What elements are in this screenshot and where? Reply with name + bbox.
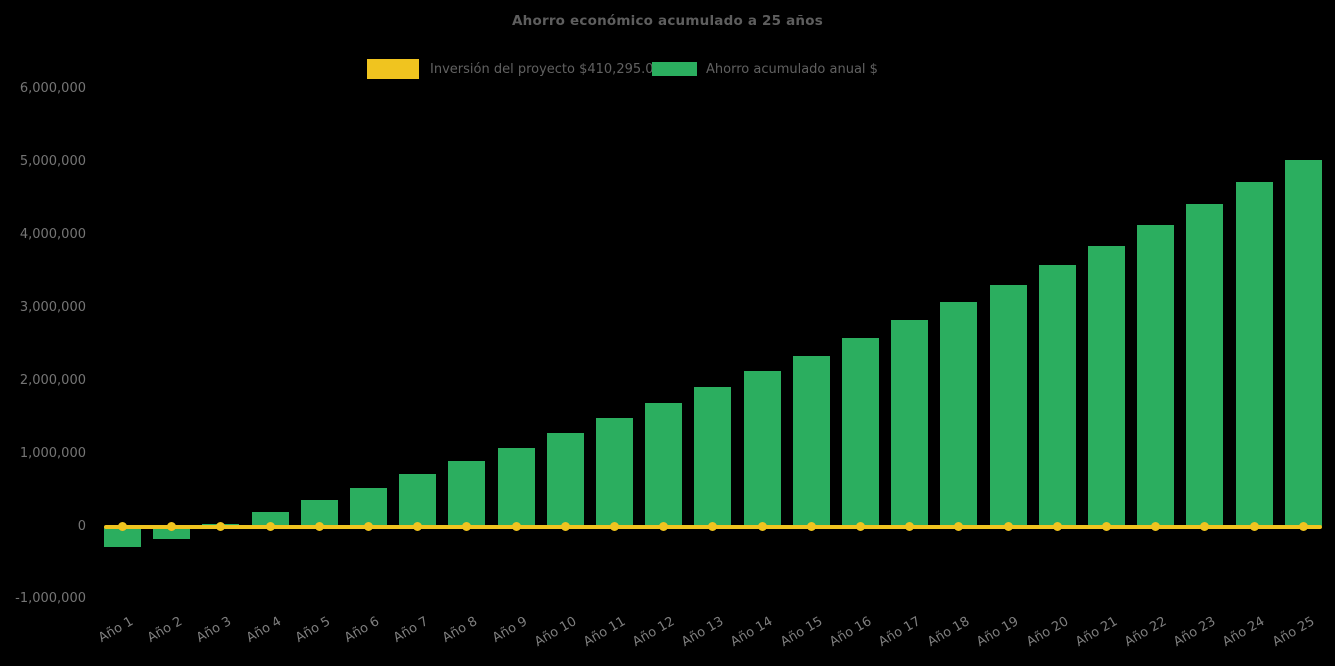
investment-marker-year-3[interactable] — [216, 522, 226, 531]
x-axis-label-year-15: Año 15 — [777, 614, 825, 650]
savings-bar-year-9[interactable] — [497, 448, 535, 527]
savings-bar-year-11[interactable] — [596, 418, 633, 527]
savings-bar-year-15[interactable] — [792, 355, 830, 527]
savings-bar-year-2[interactable] — [153, 526, 191, 539]
investment-marker-year-17[interactable] — [905, 522, 915, 531]
savings-bar-year-16[interactable] — [842, 338, 879, 527]
y-axis-label-5,000,000: 5,000,000 — [19, 154, 86, 169]
investment-marker-year-23[interactable] — [1200, 522, 1210, 531]
x-axis-label-year-25: Año 25 — [1269, 614, 1317, 650]
x-axis-label-year-3: Año 3 — [194, 614, 235, 646]
investment-marker-year-13[interactable] — [708, 522, 718, 531]
investment-marker-year-18[interactable] — [954, 522, 964, 531]
investment-marker-year-19[interactable] — [1003, 522, 1013, 531]
investment-marker-year-9[interactable] — [511, 522, 521, 531]
y-axis-label-0: 0 — [77, 518, 86, 534]
x-axis-label-year-5: Año 5 — [292, 614, 333, 646]
x-axis-label-year-19: Año 19 — [974, 614, 1022, 650]
x-axis-label-year-24: Año 24 — [1220, 614, 1268, 650]
savings-bar-year-21[interactable] — [1088, 245, 1125, 527]
savings-bar-year-6[interactable] — [350, 487, 387, 527]
savings-bar-year-10[interactable] — [546, 432, 584, 527]
investment-marker-year-14[interactable] — [757, 522, 767, 531]
x-axis-label-year-22: Año 22 — [1122, 614, 1170, 650]
investment-marker-year-2[interactable] — [167, 522, 177, 531]
investment-marker-year-1[interactable] — [118, 522, 127, 531]
y-axis-label-1,000,000: 1,000,000 — [19, 445, 86, 461]
investment-marker-year-7[interactable] — [413, 522, 423, 531]
investment-marker-year-16[interactable] — [856, 522, 865, 531]
x-axis-label-year-4: Año 4 — [243, 614, 284, 646]
investment-marker-year-4[interactable] — [265, 522, 275, 531]
y-axis-label-6,000,000: 6,000,000 — [19, 81, 86, 97]
savings-bar-year-13[interactable] — [694, 387, 732, 527]
savings-bar-year-1[interactable] — [104, 526, 141, 547]
x-axis-label-year-8: Año 8 — [440, 614, 481, 646]
x-axis-label-year-12: Año 12 — [630, 614, 678, 650]
x-axis-label-year-21: Año 21 — [1072, 614, 1120, 650]
savings-bar-year-19[interactable] — [989, 284, 1027, 527]
legend-label-savings: Ahorro acumulado anual $ — [706, 61, 878, 77]
y-axis-label-4,000,000: 4,000,000 — [19, 226, 86, 242]
x-axis-label-year-16: Año 16 — [826, 614, 874, 650]
x-axis-label-year-13: Año 13 — [679, 614, 727, 650]
investment-line-swatch — [367, 59, 419, 79]
savings-bar-year-8[interactable] — [448, 460, 486, 527]
x-axis-label-year-9: Año 9 — [489, 614, 530, 646]
investment-marker-year-5[interactable] — [314, 522, 324, 531]
savings-bar-year-4[interactable] — [251, 511, 289, 527]
x-axis-label-year-7: Año 7 — [391, 614, 432, 646]
chart-title: Ahorro económico acumulado a 25 años — [512, 13, 823, 29]
savings-bar-year-14[interactable] — [743, 370, 781, 527]
x-axis-label-year-18: Año 18 — [925, 614, 973, 650]
investment-marker-year-21[interactable] — [1102, 522, 1111, 531]
savings-bar-year-25[interactable] — [1284, 160, 1322, 527]
savings-bar-year-12[interactable] — [645, 402, 683, 527]
x-axis-label-year-11: Año 11 — [580, 614, 628, 650]
x-axis-label-year-1: Año 1 — [96, 614, 136, 646]
y-axis-label--1,000,000: -1,000,000 — [15, 591, 86, 607]
savings-bar-year-24[interactable] — [1235, 181, 1273, 527]
x-axis-label-year-10: Año 10 — [531, 614, 579, 650]
legend-item-investment[interactable]: Inversión del proyecto $410,295.00 — [367, 57, 662, 81]
investment-marker-year-10[interactable] — [560, 522, 570, 531]
legend-label-investment: Inversión del proyecto $410,295.00 — [430, 61, 662, 77]
savings-bar-year-22[interactable] — [1137, 225, 1175, 527]
y-axis-label-2,000,000: 2,000,000 — [19, 372, 86, 388]
investment-marker-year-25[interactable] — [1298, 522, 1308, 531]
x-axis-label-year-6: Año 6 — [342, 614, 382, 646]
investment-marker-year-15[interactable] — [806, 522, 816, 531]
savings-bar-year-18[interactable] — [940, 301, 978, 527]
investment-marker-year-12[interactable] — [659, 522, 669, 531]
savings-bar-year-20[interactable] — [1038, 265, 1076, 527]
investment-marker-year-20[interactable] — [1052, 522, 1062, 531]
chart-legend: Inversión del proyecto $410,295.00 Ahorr… — [367, 57, 887, 81]
investment-marker-year-11[interactable] — [610, 522, 619, 531]
x-axis-label-year-23: Año 23 — [1171, 614, 1219, 650]
y-axis-label-3,000,000: 3,000,000 — [19, 299, 86, 315]
x-axis-label-year-20: Año 20 — [1023, 614, 1071, 650]
savings-bar-year-7[interactable] — [399, 473, 437, 527]
legend-item-savings[interactable]: Ahorro acumulado anual $ — [652, 57, 878, 81]
savings-bar-year-23[interactable] — [1186, 203, 1224, 527]
investment-marker-year-6[interactable] — [364, 522, 373, 531]
savings-bar-swatch — [652, 62, 697, 76]
investment-marker-year-24[interactable] — [1249, 522, 1259, 531]
x-axis-label-year-17: Año 17 — [876, 614, 924, 650]
x-axis-label-year-2: Año 2 — [145, 614, 186, 646]
savings-bar-year-17[interactable] — [891, 320, 929, 527]
investment-marker-year-22[interactable] — [1151, 522, 1161, 531]
x-axis-label-year-14: Año 14 — [728, 614, 776, 650]
investment-marker-year-8[interactable] — [462, 522, 472, 531]
